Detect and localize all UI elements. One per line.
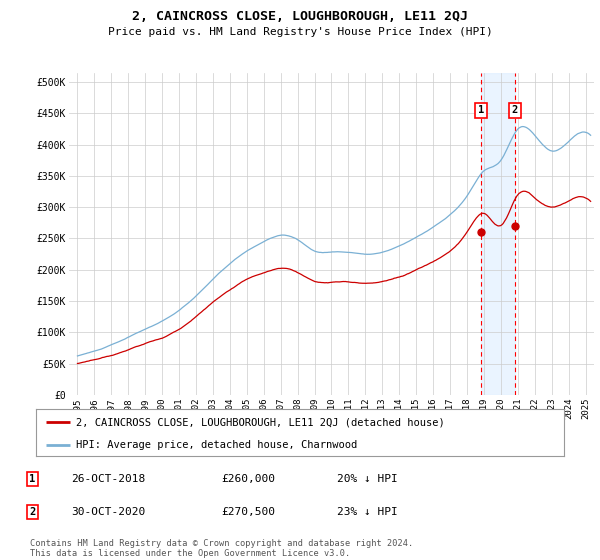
Text: HPI: Average price, detached house, Charnwood: HPI: Average price, detached house, Char… xyxy=(76,440,357,450)
Text: £270,500: £270,500 xyxy=(221,507,275,517)
Text: 2, CAINCROSS CLOSE, LOUGHBOROUGH, LE11 2QJ: 2, CAINCROSS CLOSE, LOUGHBOROUGH, LE11 2… xyxy=(132,10,468,22)
Text: 30-OCT-2020: 30-OCT-2020 xyxy=(71,507,146,517)
Bar xyxy=(481,73,515,395)
Text: £260,000: £260,000 xyxy=(221,474,275,484)
Text: 2, CAINCROSS CLOSE, LOUGHBOROUGH, LE11 2QJ (detached house): 2, CAINCROSS CLOSE, LOUGHBOROUGH, LE11 2… xyxy=(76,417,445,427)
Text: 2: 2 xyxy=(29,507,35,517)
Text: 1: 1 xyxy=(29,474,35,484)
Text: 26-OCT-2018: 26-OCT-2018 xyxy=(71,474,146,484)
Text: Contains HM Land Registry data © Crown copyright and database right 2024.
This d: Contains HM Land Registry data © Crown c… xyxy=(30,539,413,558)
Text: 23% ↓ HPI: 23% ↓ HPI xyxy=(337,507,397,517)
Text: 1: 1 xyxy=(478,105,484,115)
Text: Price paid vs. HM Land Registry's House Price Index (HPI): Price paid vs. HM Land Registry's House … xyxy=(107,27,493,37)
Text: 20% ↓ HPI: 20% ↓ HPI xyxy=(337,474,397,484)
Text: 2: 2 xyxy=(512,105,518,115)
